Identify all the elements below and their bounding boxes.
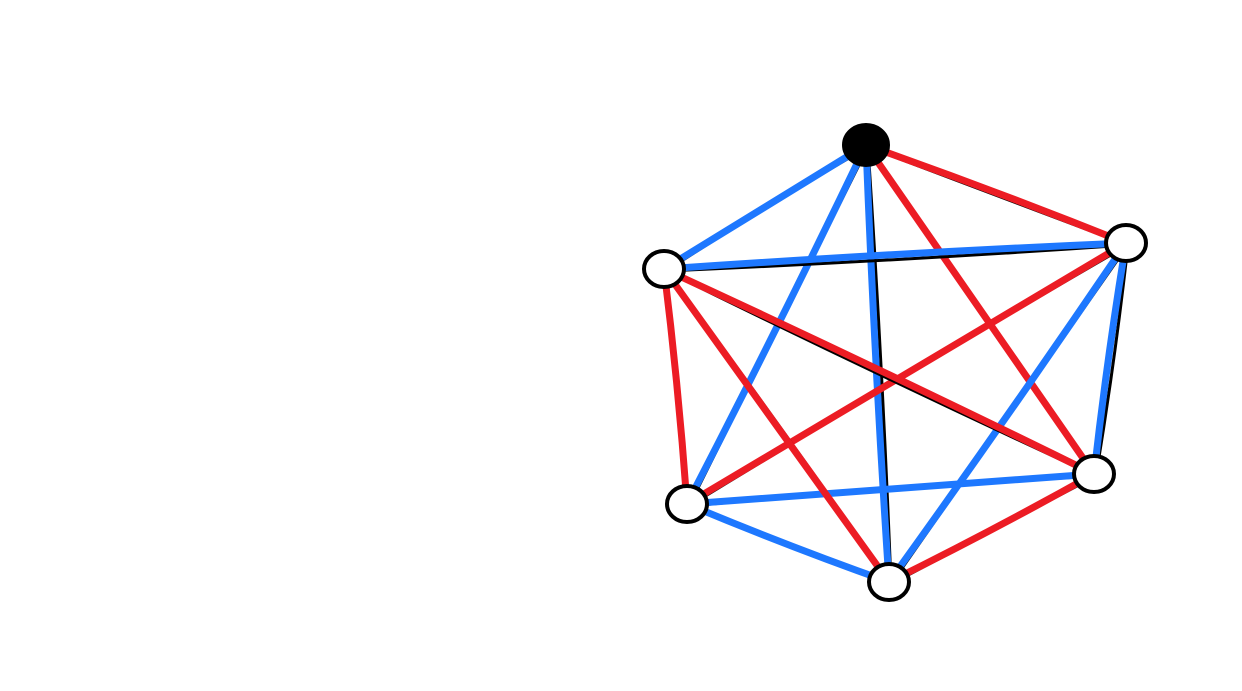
edge-blue-top-upper-left	[660, 141, 870, 273]
edges-layer	[660, 141, 1130, 586]
vertex-lower-right	[1072, 454, 1116, 494]
vertex-upper-left	[642, 249, 686, 289]
edge-outline-upper-right-lower-right	[1094, 243, 1130, 478]
vertex-top	[842, 123, 890, 167]
edge-blue-upper-right-bottom	[885, 239, 1130, 586]
vertices-layer	[642, 123, 1148, 602]
edge-blue-bottom-lower-left	[683, 500, 893, 586]
edge-red-lower-left-upper-left	[660, 265, 691, 508]
vertex-bottom	[867, 562, 911, 602]
edge-red-upper-right-lower-left	[683, 239, 1130, 508]
edge-red-top-upper-right	[862, 141, 1130, 247]
edge-red-bottom-upper-left	[660, 265, 893, 586]
vertex-lower-left	[665, 484, 709, 524]
vertex-upper-right	[1104, 223, 1148, 263]
edge-red-top-lower-right	[862, 141, 1098, 478]
edge-red-lower-right-upper-left	[660, 265, 1098, 478]
edge-red-lower-right-bottom	[885, 470, 1098, 586]
edge-blue-upper-right-upper-left	[660, 239, 1130, 273]
edge-outline-upper-right-upper-left	[664, 243, 1130, 273]
edge-blue-top-bottom	[862, 141, 893, 586]
edge-blue-upper-right-lower-right	[1090, 239, 1130, 478]
edge-blue-lower-right-lower-left	[683, 470, 1098, 508]
